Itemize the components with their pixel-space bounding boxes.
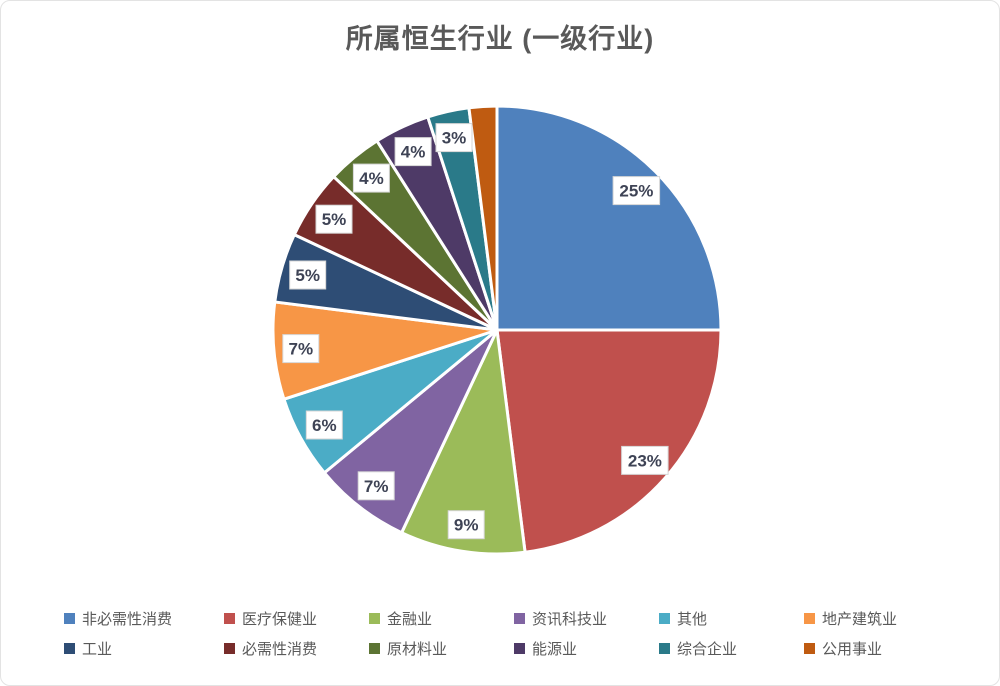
legend-swatch-icon (804, 613, 815, 624)
legend-swatch-icon (369, 613, 380, 624)
legend-swatch-icon (659, 643, 670, 654)
pie-label-box (435, 123, 473, 153)
legend-label: 能源业 (532, 641, 578, 658)
legend-item-7: 必需性消费 (224, 638, 369, 659)
legend-item-8: 原材料业 (369, 638, 514, 659)
pie-label-8: 4% (352, 163, 390, 193)
pie-label-box (621, 445, 669, 475)
legend-swatch-icon (224, 613, 235, 624)
legend-swatch-icon (64, 643, 75, 654)
legend-item-9: 能源业 (514, 638, 659, 659)
chart-title: 所属恒生行业 (一级行业) (345, 24, 655, 54)
pie-label-value: 6% (312, 416, 337, 435)
pie-label-value: 7% (289, 340, 314, 359)
pie-slice-11 (467, 104, 499, 332)
legend-label: 公用事业 (822, 641, 883, 658)
pie-label-7: 5% (315, 204, 353, 234)
pie-label-box (394, 137, 432, 167)
pie-label-value: 5% (322, 210, 347, 229)
pie-label-3: 7% (357, 471, 395, 501)
legend-label: 原材料业 (387, 641, 448, 658)
legend-swatch-icon (514, 643, 525, 654)
pie-label-9: 4% (394, 137, 432, 167)
legend-label: 金融业 (387, 611, 433, 628)
legend-swatch-icon (369, 643, 380, 654)
pie-label-6: 5% (289, 260, 327, 290)
pie-label-box (282, 334, 320, 364)
legend-swatch-icon (224, 643, 235, 654)
legend-label: 必需性消费 (242, 641, 318, 658)
legend-item-10: 综合企业 (659, 638, 804, 659)
legend-label: 医疗保健业 (242, 611, 318, 628)
pie-label-value: 23% (628, 451, 662, 470)
legend-label: 工业 (82, 641, 113, 658)
pie-label-5: 7% (282, 334, 320, 364)
pie-label-value: 7% (364, 477, 389, 496)
pie-label-1: 23% (621, 445, 669, 475)
legend-item-3: 资讯科技业 (514, 608, 659, 629)
pie-label-box (305, 410, 343, 440)
legend-item-6: 工业 (64, 638, 224, 659)
pie-label-value: 3% (442, 129, 467, 148)
legend-item-5: 地产建筑业 (804, 608, 949, 629)
legend-item-1: 医疗保健业 (224, 608, 369, 629)
legend-label: 资讯科技业 (532, 611, 608, 628)
pie-label-2: 9% (447, 510, 485, 540)
pie-label-4: 6% (305, 410, 343, 440)
pie-label-box (357, 471, 395, 501)
pie-label-value: 4% (359, 169, 384, 188)
pie-slice-2 (400, 328, 527, 556)
pie-label-value: 4% (401, 143, 426, 162)
pie-label-value: 9% (454, 516, 479, 535)
pie-slice-0 (495, 104, 723, 332)
pie-label-box (352, 163, 390, 193)
pie-label-value: 5% (295, 266, 320, 285)
pie-label-0: 25% (612, 176, 661, 206)
pie-label-box (447, 510, 485, 540)
pie-label-box (315, 204, 353, 234)
legend-swatch-icon (514, 613, 525, 624)
legend-swatch-icon (64, 613, 75, 624)
legend-label: 地产建筑业 (822, 611, 898, 628)
legend-label: 其他 (677, 611, 708, 628)
legend-swatch-icon (659, 613, 670, 624)
legend-item-4: 其他 (659, 608, 804, 629)
pie-slice-1 (495, 328, 723, 554)
legend-label: 非必需性消费 (82, 611, 173, 628)
pie-label-10: 3% (435, 123, 473, 153)
legend-item-0: 非必需性消费 (64, 608, 224, 629)
pie-label-value: 25% (619, 182, 653, 201)
legend-item-11: 公用事业 (804, 638, 949, 659)
pie-label-box (289, 260, 327, 290)
legend-item-2: 金融业 (369, 608, 514, 629)
legend: 非必需性消费 医疗保健业 金融业 资讯科技业 其他 地产建筑业工业 必需性消费 原材料业 能源业… (64, 608, 959, 659)
pie-label-box (612, 176, 661, 206)
legend-label: 综合企业 (677, 641, 738, 658)
legend-swatch-icon (804, 643, 815, 654)
